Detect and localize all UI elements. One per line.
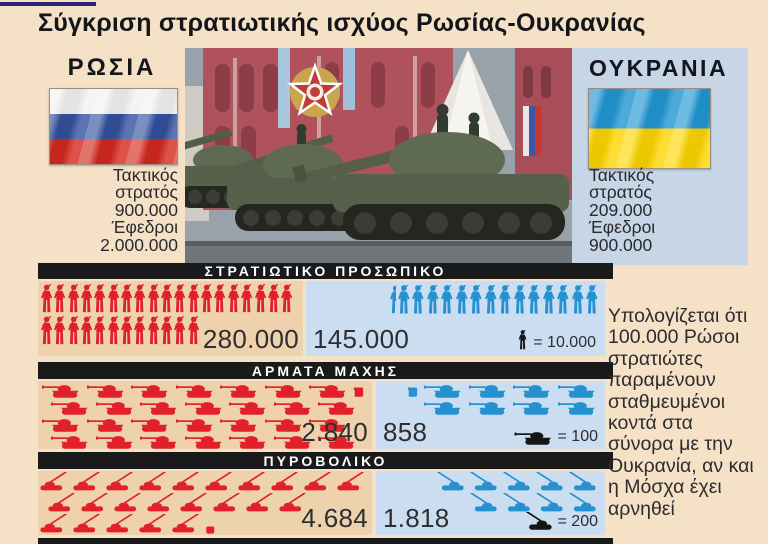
victory-star-ornament — [286, 62, 344, 117]
artillery-legend-text: = 200 — [557, 513, 598, 530]
russia-artillery-value: 4.684 — [301, 503, 368, 533]
tanks-legend-text: = 100 — [557, 428, 598, 445]
ukraine-artillery-value: 1.818 — [383, 503, 450, 533]
russia-banner — [523, 106, 541, 156]
parade-photo — [185, 48, 572, 265]
ukraine-artillery-panel: 1.818 = 200 — [376, 471, 605, 535]
section-title: ΠΥΡΟΒΟΛΙΚΟ — [263, 452, 388, 469]
ukraine-personnel-value: 145.000 — [313, 324, 410, 354]
section-title: ΣΤΡΑΤΙΩΤΙΚΟ ΠΡΟΣΩΠΙΚΟ — [204, 263, 447, 279]
accent-line — [0, 2, 96, 6]
tanks-legend: = 100 — [514, 429, 598, 445]
tank-silhouette — [292, 104, 569, 240]
russia-personnel-panel: 280.000 — [38, 281, 303, 356]
russia-forces-text: Τακτικός στρατός 900.000 Έφεδροι 2.000.000 — [100, 165, 178, 255]
ukraine-personnel-pictograph — [306, 281, 605, 316]
ukraine-flag — [588, 88, 711, 169]
ukraine-label: ΟΥΚΡΑΝΙΑ — [589, 55, 729, 81]
ukraine-personnel-panel: 145.000 = 10.000 — [306, 281, 605, 356]
ukraine-tanks-pictograph — [376, 381, 605, 415]
soldier-icon — [518, 330, 527, 351]
artillery-legend: = 200 — [522, 512, 598, 530]
russia-tanks-panel: 2.840 — [38, 381, 372, 449]
section-title: ΑΡΜΑΤΑ ΜΑΧΗΣ — [251, 362, 400, 379]
russia-flag — [49, 88, 178, 165]
section-bar-next — [38, 538, 613, 544]
russia-artillery-panel: 4.684 — [38, 471, 372, 535]
ukraine-tanks-panel: 858 = 100 — [376, 381, 605, 449]
russia-personnel-value: 280.000 — [202, 324, 299, 354]
ukraine-forces-text: Τακτικός στρατός 209.000 Έφεδροι 900.000 — [589, 165, 656, 255]
section-bar-tanks: ΑΡΜΑΤΑ ΜΑΧΗΣ — [38, 362, 613, 379]
section-bar-artillery: ΠΥΡΟΒΟΛΙΚΟ — [38, 452, 613, 469]
sidebar-note: Υπολογίζεται ότι 100.000 Ρώσοι στρατιώτε… — [608, 306, 754, 520]
ukraine-tanks-value: 858 — [383, 417, 428, 447]
tank-icon — [514, 429, 552, 445]
russia-tanks-value: 2.840 — [301, 417, 368, 447]
section-bar-personnel: ΣΤΡΑΤΙΩΤΙΚΟ ΠΡΟΣΩΠΙΚΟ — [38, 263, 613, 279]
personnel-legend: = 10.000 — [518, 330, 596, 351]
page-title: Σύγκριση στρατιωτικής ισχύος Ρωσίας-Ουκρ… — [38, 9, 646, 37]
personnel-legend-text: = 10.000 — [533, 334, 596, 351]
artillery-icon — [522, 512, 552, 530]
russia-label: ΡΩΣΙΑ — [67, 54, 157, 81]
